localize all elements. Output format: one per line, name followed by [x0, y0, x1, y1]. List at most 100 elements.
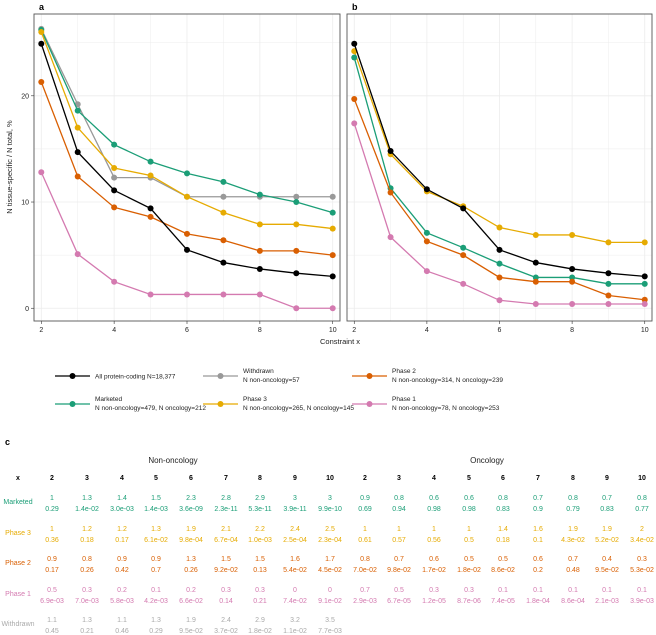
- panel-label: c: [5, 437, 10, 447]
- data-point: [329, 193, 336, 200]
- table-cell-ratio: 3: [293, 495, 297, 502]
- table-cell-ratio: 0.7: [394, 556, 404, 563]
- table-cell-pvalue: 1.8e-02: [248, 628, 272, 635]
- table-cell-pvalue: 0.18: [496, 537, 510, 544]
- table-cell-ratio: 0.8: [360, 556, 370, 563]
- legend-sublabel: N non-oncology=265, N oncology=145: [243, 405, 354, 412]
- table-cell-pvalue: 0.17: [115, 537, 129, 544]
- table-cell-pvalue: 5.3e-11: [248, 506, 271, 513]
- table-cell-pvalue: 3.6e-09: [179, 506, 203, 513]
- table-cell-ratio: 2: [640, 526, 644, 533]
- table-cell-ratio: 0.9: [151, 556, 161, 563]
- table-cell-pvalue: 0.13: [253, 567, 267, 574]
- data-point: [184, 170, 190, 177]
- data-point: [293, 199, 300, 206]
- x-tick-label: 6: [498, 327, 502, 334]
- x-tick-label: 4: [112, 327, 116, 334]
- y-axis-label: N tissue-specific / N total, %: [5, 120, 14, 214]
- table-cell-ratio: 1.2: [117, 526, 127, 533]
- legend-label: All protein-coding N=18,377: [95, 374, 176, 381]
- row-label: Marketed: [3, 499, 32, 506]
- data-point: [111, 187, 118, 194]
- table-cell-ratio: 0.3: [429, 587, 439, 594]
- table-cell-pvalue: 2.1e-03: [595, 598, 619, 605]
- data-point: [423, 268, 430, 275]
- row-label: Phase 3: [5, 530, 31, 537]
- table-cell-ratio: 0.8: [568, 495, 578, 502]
- column-header: 6: [501, 475, 505, 482]
- table-cell-ratio: 1.2: [82, 526, 92, 533]
- table-cell-pvalue: 8.7e-06: [457, 598, 481, 605]
- table-cell-ratio: 2.1: [221, 526, 231, 533]
- panel-b: [346, 13, 653, 324]
- data-point: [532, 259, 539, 266]
- legend-item: [55, 401, 90, 407]
- data-point: [460, 244, 467, 251]
- data-point: [256, 247, 263, 254]
- table-cell-pvalue: 0.1: [533, 537, 543, 544]
- table-cell-pvalue: 0.46: [115, 628, 129, 635]
- data-point: [387, 189, 394, 196]
- data-point: [74, 149, 81, 156]
- table-cell-pvalue: 9.8e-04: [179, 537, 203, 544]
- data-point: [423, 229, 430, 236]
- table-cell-pvalue: 0.69: [358, 506, 372, 513]
- table-cell-pvalue: 9.8e-02: [387, 567, 411, 574]
- data-point: [423, 238, 430, 245]
- table-cell-ratio: 0.6: [429, 556, 439, 563]
- column-header: 7: [536, 475, 540, 482]
- legend-item: [203, 401, 238, 407]
- table-cell-pvalue: 3.9e-11: [283, 506, 306, 513]
- panel-label: a: [39, 2, 45, 12]
- table-cell-ratio: 0.4: [602, 556, 612, 563]
- table-cell-ratio: 0: [293, 587, 297, 594]
- table-cell-pvalue: 1.2e-05: [422, 598, 446, 605]
- data-point: [605, 239, 612, 246]
- table-cell-pvalue: 7.4e-02: [283, 598, 307, 605]
- table-cell-ratio: 3.5: [325, 617, 335, 624]
- table-cell-ratio: 0.6: [533, 556, 543, 563]
- legend-marker: [217, 373, 224, 379]
- y-tick-label: 10: [21, 200, 29, 207]
- data-point: [605, 292, 612, 299]
- column-header: 3: [397, 475, 401, 482]
- table-cell-pvalue: 0.14: [219, 598, 233, 605]
- data-point: [147, 172, 154, 179]
- table-cell-ratio: 1: [50, 526, 54, 533]
- table-cell-ratio: 1.3: [82, 617, 92, 624]
- table-cell-ratio: 1.3: [186, 556, 196, 563]
- data-point: [351, 95, 358, 102]
- data-point: [532, 274, 539, 281]
- data-point: [460, 252, 467, 259]
- table-cell-pvalue: 4.5e-02: [318, 567, 342, 574]
- column-header: 4: [432, 475, 436, 482]
- legend-label: Phase 2: [392, 368, 416, 375]
- table-cell-pvalue: 0.56: [427, 537, 441, 544]
- legend-label: Withdrawn: [243, 368, 274, 375]
- table-cell-ratio: 0.7: [568, 556, 578, 563]
- data-point: [532, 278, 539, 285]
- table-cell-ratio: 0.9: [360, 495, 370, 502]
- table-cell-ratio: 0.8: [82, 556, 92, 563]
- row-label: Phase 1: [5, 591, 31, 598]
- data-point: [423, 186, 430, 193]
- data-point: [460, 205, 467, 212]
- column-header: 5: [467, 475, 471, 482]
- data-point: [220, 178, 227, 185]
- table-cell-pvalue: 0.77: [635, 506, 649, 513]
- table-cell-pvalue: 1.4e-03: [144, 506, 168, 513]
- legend-item: [352, 373, 387, 379]
- table-cell-pvalue: 0.17: [45, 567, 59, 574]
- table-cell-pvalue: 7.7e-03: [318, 628, 342, 635]
- data-point: [293, 270, 300, 277]
- data-point: [38, 78, 45, 85]
- table-cell-ratio: 1.5: [151, 495, 161, 502]
- legend-sublabel: N non-oncology=78, N oncology=253: [392, 405, 500, 412]
- data-point: [111, 174, 118, 181]
- data-point: [293, 247, 300, 254]
- column-header: 9: [293, 475, 297, 482]
- table-cell-pvalue: 9.1e-02: [318, 598, 342, 605]
- data-point: [256, 191, 263, 198]
- table-cell-pvalue: 1.0e-03: [248, 537, 272, 544]
